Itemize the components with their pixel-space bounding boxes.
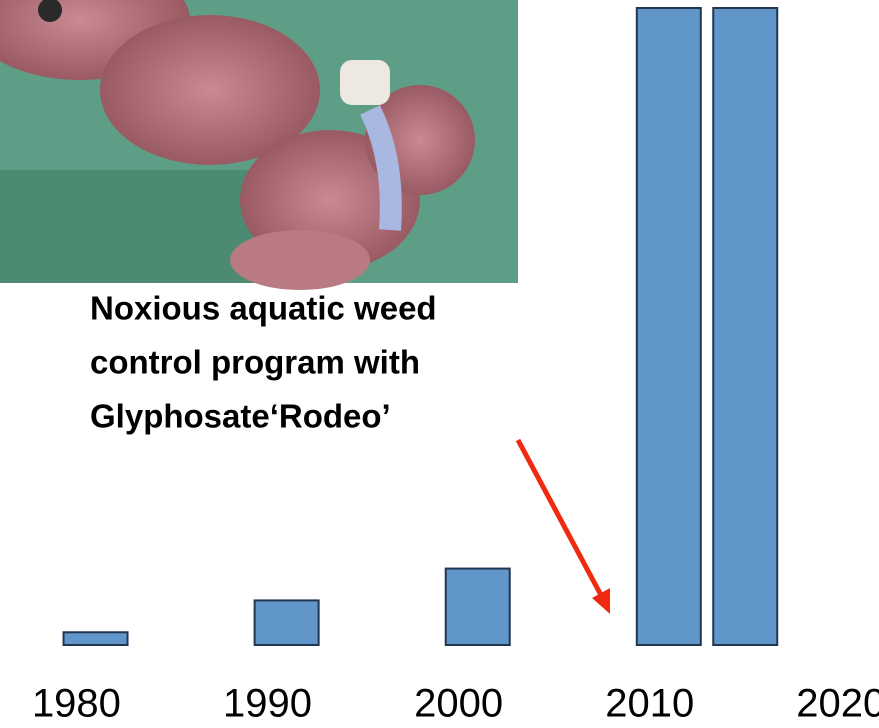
x-tick-label: 1980 bbox=[32, 682, 121, 726]
annotation: Noxious aquatic weed bbox=[90, 290, 437, 327]
x-tick-label: 2010 bbox=[605, 682, 694, 726]
bar bbox=[62, 631, 129, 647]
x-tick-label: 2000 bbox=[414, 682, 503, 726]
bar bbox=[712, 7, 779, 646]
bar bbox=[635, 7, 702, 646]
x-tick-label: 1990 bbox=[223, 682, 312, 726]
arrow bbox=[515, 438, 610, 614]
annotation: Glyphosate‘Rodeo’ bbox=[90, 398, 391, 435]
bar bbox=[444, 567, 511, 646]
bar bbox=[253, 599, 320, 646]
x-tick-label: 2020 bbox=[796, 682, 879, 726]
photo bbox=[0, 0, 518, 290]
annotation: control program with bbox=[90, 344, 420, 381]
